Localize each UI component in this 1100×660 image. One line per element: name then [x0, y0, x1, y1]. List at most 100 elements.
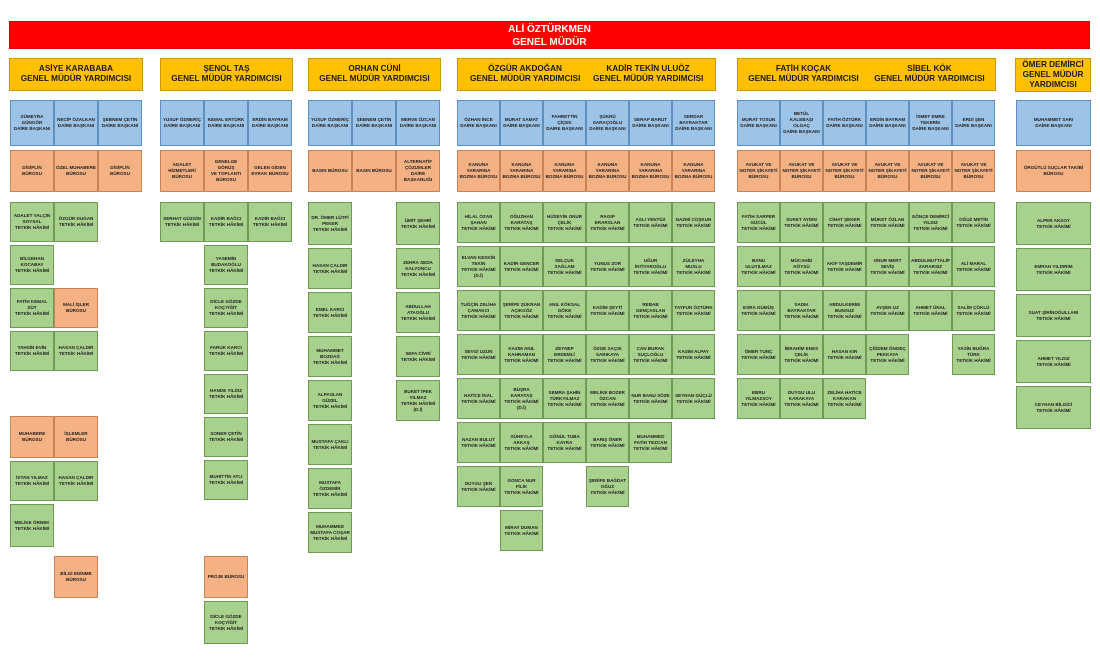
department-head-box[interactable]: NECİP ÖZALKAN DAİRE BAŞKANI: [54, 100, 98, 146]
department-head-box[interactable]: MERVE ÖZCAN DAİRE BAŞKANI: [396, 100, 440, 146]
department-head-box[interactable]: YUSUF ÖZMERİÇ DAİRE BAŞKANI: [160, 100, 204, 146]
judge-box[interactable]: BÜŞRA KARATAŞ TETKİK HÂKİMİ (D.İ): [500, 378, 543, 419]
judge-box[interactable]: BİLGEHAN KOCABAY TETKİK HÂKİMİ: [10, 245, 54, 285]
judge-box[interactable]: DUYGU ULU KARAKAYA TETKİK HÂKİMİ: [780, 378, 823, 419]
judge-box[interactable]: HATİCE İNAL TETKİK HÂKİMİ: [457, 378, 500, 419]
judge-box[interactable]: ÜMİT ŞEHRİ TETKİK HÂKİMİ: [396, 202, 440, 245]
bureau-box[interactable]: ÖRGÜTLÜ SUÇLAR TAKİBİ BÜROSU: [1016, 150, 1091, 192]
department-head-box[interactable]: FAHRETTİN ÇİÇEK DAİRE BAŞKANI: [543, 100, 586, 146]
judge-box[interactable]: REBAB GENÇASLAN TETKİK HÂKİMİ: [629, 290, 672, 331]
judge-box[interactable]: SÜHEYLA AKKAŞ TETKİK HÂKİMİ: [500, 422, 543, 463]
bureau-box[interactable]: KANUNA YARARINA BOZMA BÜROSU: [543, 150, 586, 192]
judge-box[interactable]: AHMET ÜNAL TETKİK HÂKİMİ: [909, 290, 952, 331]
judge-box[interactable]: DİCLE GÖZDE KOÇYİĞİT TETKİK HÂKİMİ: [204, 288, 248, 328]
judge-box[interactable]: ESRA GÜMÜŞ TETKİK HÂKİMİ: [737, 290, 780, 331]
judge-box[interactable]: BUKET İPEK YILMAZ TETKİK HÂKİMİ (D.İ): [396, 380, 440, 421]
judge-box[interactable]: MUSTAFA ÖZDEMİR TETKİK HÂKİMİ: [308, 468, 352, 509]
judge-box[interactable]: SADIK BAYRAKTAR TETKİK HÂKİMİ: [780, 290, 823, 331]
bureau-box[interactable]: GELEN GİDEN EVRAK BÜROSU: [248, 150, 292, 192]
bureau-box[interactable]: AVUKAT VE NOTER ŞİKAYETİ BÜROSU: [780, 150, 823, 192]
judge-box[interactable]: TAYFUN ÖZTÜRK TETKİK HÂKİMİ: [672, 290, 715, 331]
judge-box[interactable]: ANIL KÖKSAL GÖKE TETKİK HÂKİMİ: [543, 290, 586, 331]
deputy-box-asiye-karababa[interactable]: ASİYE KARABABA GENEL MÜDÜR YARDIMCISI: [9, 58, 143, 91]
judge-box[interactable]: RAGIP ERARSLAN TETKİK HÂKİMİ: [586, 202, 629, 243]
department-head-box[interactable]: SERAP BARUT DAİRE BAŞKANI: [629, 100, 672, 146]
judge-box[interactable]: HASAN ÇALDIR TETKİK HÂKİMİ: [54, 461, 98, 501]
judge-box[interactable]: FARUK KARCI TETKİK HÂKİMİ: [204, 331, 248, 371]
judge-box[interactable]: ALİ MARAL TETKİK HÂKİMİ: [952, 246, 995, 287]
judge-box[interactable]: EBRU YILMAZSOY TETKİK HÂKİMİ: [737, 378, 780, 419]
judge-box[interactable]: AKİF TAŞDEMİR TETKİK HÂKİMİ: [823, 246, 866, 287]
judge-box[interactable]: KADİR BAĞCI TETKİK HÂKİMİ: [204, 202, 248, 242]
bureau-box[interactable]: ADALET HİZMETLERİ BÜROSU: [160, 150, 204, 192]
judge-box[interactable]: MÜCAHİD KÖYSÜ TETKİK HÂKİMİ: [780, 246, 823, 287]
judge-box[interactable]: ASLI YENTÜZ TETKİK HÂKİMİ: [629, 202, 672, 243]
department-head-box[interactable]: ÖZHAN İNCE DAİRE BAŞKANI: [457, 100, 500, 146]
judge-box[interactable]: MUHAMMET BOZDAĞ TETKİK HÂKİMİ: [308, 336, 352, 377]
department-head-box[interactable]: İSMET EMRE TEKERİK DAİRE BAŞKANI: [909, 100, 952, 146]
judge-box[interactable]: DUYGU ŞEN TETKİK HÂKİMİ: [457, 466, 500, 507]
judge-box[interactable]: ŞERİFE ŞÜKRAN AÇIKGÖZ TETKİK HÂKİMİ: [500, 290, 543, 331]
judge-box[interactable]: EMRAH YILDIRIM TETKİK HÂKİMİ: [1016, 248, 1091, 291]
judge-box[interactable]: TUĞÇİN ZELİHA ÇAMAKCI TETKİK HÂKİMİ: [457, 290, 500, 331]
judge-box[interactable]: KAZIM ANIL KAHRAMAN TETKİK HÂKİMİ: [500, 334, 543, 375]
judge-box[interactable]: İSTAN YILMAZ TETKİK HÂKİMİ: [10, 461, 54, 501]
bureau-box[interactable]: DİSİPLİN BÜROSU: [98, 150, 142, 192]
judge-box[interactable]: SALİM ÇÖKLÜ TETKİK HÂKİMİ: [952, 290, 995, 331]
judge-box[interactable]: ELVAN KESKİN TEKİN TETKİK HÂKİMİ (D.İ): [457, 246, 500, 287]
judge-box[interactable]: ABDULKERİM BUNSUZ TETKİK HÂKİMİ: [823, 290, 866, 331]
judge-box[interactable]: BANU ULUYILMAZ TETKİK HÂKİMİ: [737, 246, 780, 287]
judge-box[interactable]: ÇİĞDEM ÖNGEÇ PEKKAYA TETKİK HÂKİMİ: [866, 334, 909, 375]
bureau-box[interactable]: KANUNA YARARINA BOZMA BÜROSU: [500, 150, 543, 192]
department-head-box[interactable]: FATİH ÖZTÜRK DAİRE BAŞKANI: [823, 100, 866, 146]
bureau-box[interactable]: MUHABERE BÜROSU: [10, 416, 54, 458]
judge-box[interactable]: DİCLE GÖZDE KOÇYİĞİT TETKİK HÂKİMİ: [204, 601, 248, 644]
judge-box[interactable]: OĞUZ METİN TETKİK HÂKİMİ: [952, 202, 995, 243]
department-head-box[interactable]: ERDİN BAYRAM DAİRE BAŞKANI: [866, 100, 909, 146]
bureau-box[interactable]: KANUNA YARARINA BOZMA BÜROSU: [629, 150, 672, 192]
bureau-box[interactable]: BASIN BÜROSU: [352, 150, 396, 192]
judge-box[interactable]: AYŞEN UZ TETKİK HÂKİMİ: [866, 290, 909, 331]
judge-box[interactable]: MELİKE BOZER ÖZCAN TETKİK HÂKİMİ: [586, 378, 629, 419]
judge-box[interactable]: CAN BURAK SUÇLOĞLU TETKİK HÂKİMİ: [629, 334, 672, 375]
judge-box[interactable]: NUR BANU SÖZE TETKİK HÂKİMİ: [629, 378, 672, 419]
judge-box[interactable]: SELÇUK SAĞLAM TETKİK HÂKİMİ: [543, 246, 586, 287]
judge-box[interactable]: ÖZGÜR DUĞAN TETKİK HÂKİMİ: [54, 202, 98, 242]
department-head-box[interactable]: ŞÜKRÜ SARAÇOĞLU DAİRE BAŞKANI: [586, 100, 629, 146]
judge-box[interactable]: YASEMİN BUDAKOĞLU TETKİK HÂKİMİ: [204, 245, 248, 285]
judge-box[interactable]: MELİKE ÖRNEK TETKİK HÂKİMİ: [10, 504, 54, 547]
deputy-box-orhan-cuni[interactable]: ORHAN CÜNİ GENEL MÜDÜR YARDIMCISI: [308, 58, 441, 91]
bureau-box[interactable]: MALİ İŞLER BÜROSU: [54, 288, 98, 328]
department-head-box[interactable]: SÜMEYRA GÜNGÖR DAİRE BAŞKANI: [10, 100, 54, 146]
judge-box[interactable]: MÜKET ÖZLAN TETKİK HÂKİMİ: [866, 202, 909, 243]
judge-box[interactable]: GÖNÜL TUBA KAYRA TETKİK HÂKİMİ: [543, 422, 586, 463]
judge-box[interactable]: ŞERİFE BAĞDAT OĞUZ TETKİK HÂKİMİ: [586, 466, 629, 507]
judge-box[interactable]: TAHSİN EVİN TETKİK HÂKİMİ: [10, 331, 54, 371]
bureau-box[interactable]: AVUKAT VE NOTER ŞİKAYETİ BÜROSU: [823, 150, 866, 192]
judge-box[interactable]: ALPASLAN GÜZEL TETKİK HÂKİMİ: [308, 380, 352, 421]
bureau-box[interactable]: ÖZEL MUHABERE BÜROSU: [54, 150, 98, 192]
bureau-box[interactable]: DİSİPLİN BÜROSU: [10, 150, 54, 192]
judge-box[interactable]: BARIŞ ÖNER TETKİK HÂKİMİ: [586, 422, 629, 463]
judge-box[interactable]: HASAN ÇALDIR TETKİK HÂKİMİ: [308, 248, 352, 289]
judge-box[interactable]: SUAT ŞİRİNOĞULLARI TETKİK HÂKİMİ: [1016, 294, 1091, 337]
judge-box[interactable]: KADİR GENCER TETKİK HÂKİMİ: [500, 246, 543, 287]
judge-box[interactable]: GONCA NUR FİLİK TETKİK HÂKİMİ: [500, 466, 543, 507]
judge-box[interactable]: YASİN BUĞRA TÜRK TETKİK HÂKİMİ: [952, 334, 995, 375]
bureau-box[interactable]: BİLGİ EDİNME BÜROSU: [54, 556, 98, 598]
judge-box[interactable]: HANDE YILDIZ TETKİK HÂKİMİ: [204, 374, 248, 414]
judge-box[interactable]: KADİM ŞEYTİ TETKİK HÂKİMİ: [586, 290, 629, 331]
judge-box[interactable]: FATİH SARPER GÜCÜL TETKİK HÂKİMİ: [737, 202, 780, 243]
bureau-box[interactable]: KANUNA YARARINA BOZMA BÜROSU: [672, 150, 715, 192]
judge-box[interactable]: ABDULLAH ATAOĞLU TETKİK HÂKİMİ: [396, 292, 440, 333]
bureau-box[interactable]: KANUNA YARARINA BOZMA BÜROSU: [586, 150, 629, 192]
bureau-box[interactable]: AVUKAT VE NOTER ŞİKAYETİ BÜROSU: [952, 150, 995, 192]
judge-box[interactable]: MUHAMMED FATİH TEZCAN TETKİK HÂKİMİ: [629, 422, 672, 463]
judge-box[interactable]: ZEHRA SEDA KALYONCU TETKİK HÂKİMİ: [396, 248, 440, 289]
bureau-box[interactable]: ALTERNATİF ÇÖZÜMLER DAİRE BAŞKANLIĞI: [396, 150, 440, 192]
judge-box[interactable]: ONUR MERT SEVİŞ TETKİK HÂKİMİ: [866, 246, 909, 287]
judge-box[interactable]: SERHAT GÜZGİN TETKİK HÂKİMİ: [160, 202, 204, 242]
judge-box[interactable]: KASIM ALPAY TETKİK HÂKİMİ: [672, 334, 715, 375]
judge-box[interactable]: DR. ÖMER LÜTFİ PEKER TETKİK HÂKİMİ: [308, 202, 352, 245]
bureau-box[interactable]: AVUKAT VE NOTER ŞİKAYETİ BÜROSU: [737, 150, 780, 192]
